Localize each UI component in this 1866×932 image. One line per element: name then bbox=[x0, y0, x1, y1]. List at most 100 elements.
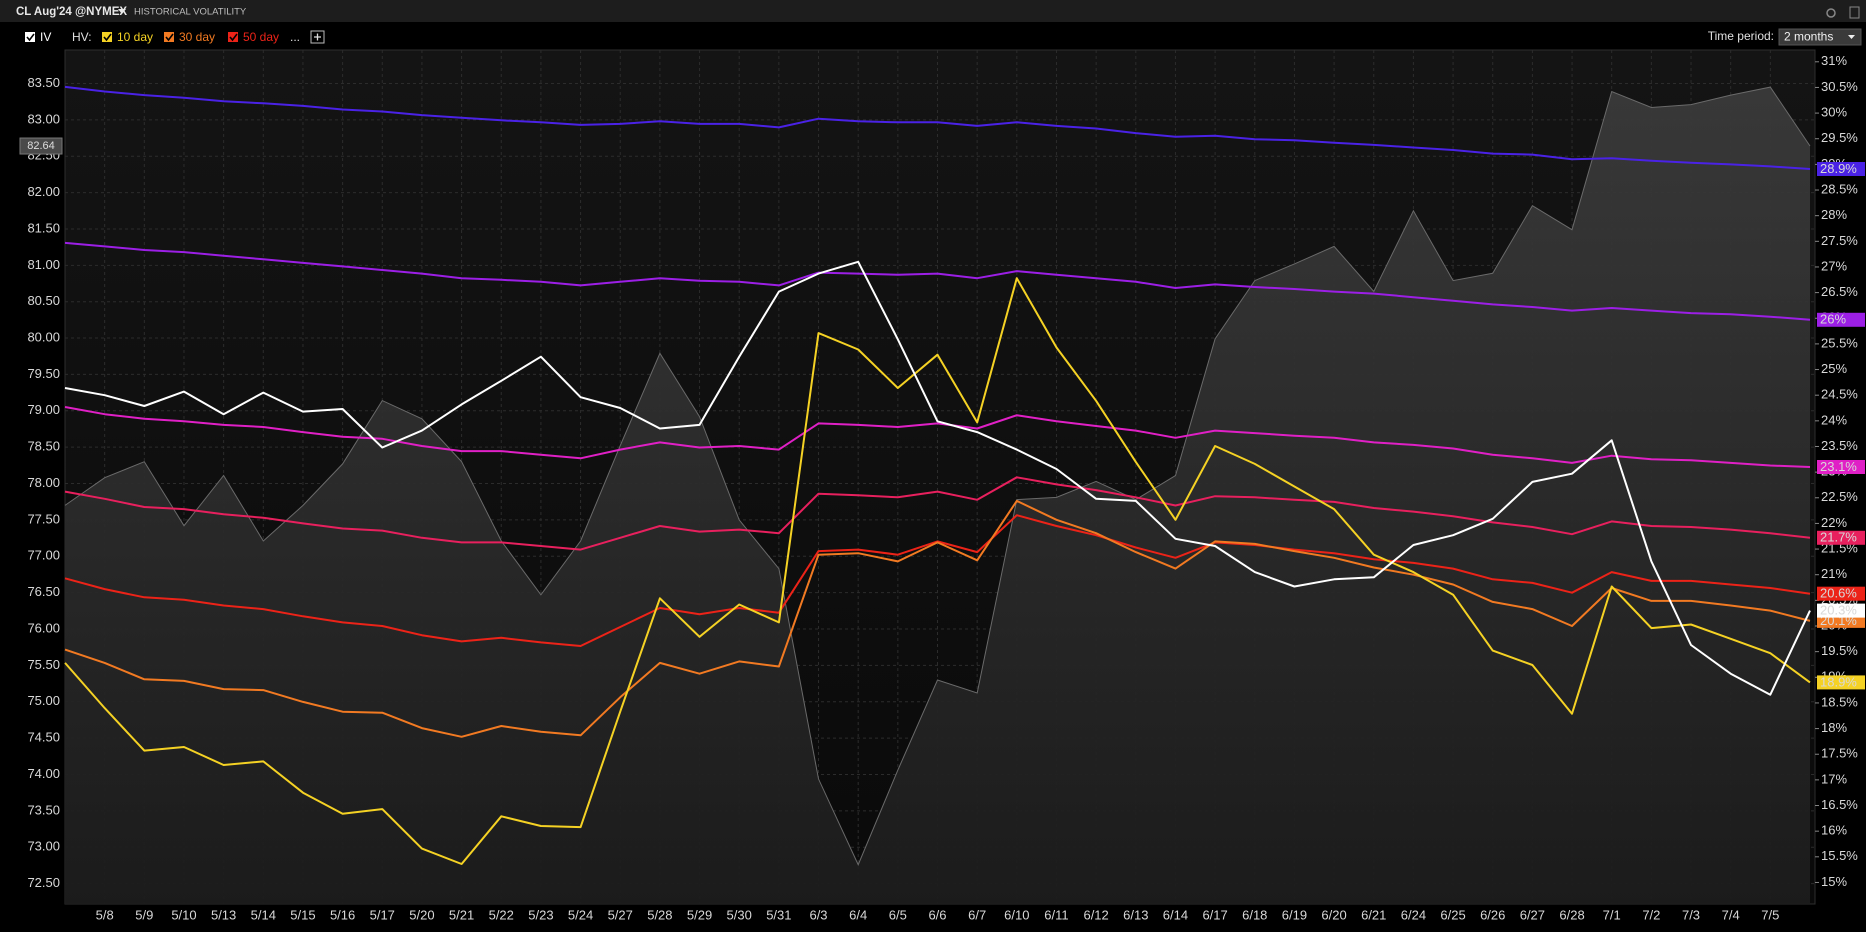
value-tag bbox=[1817, 586, 1865, 601]
x-tick-label: 7/5 bbox=[1761, 907, 1779, 922]
x-tick-label: 6/26 bbox=[1480, 907, 1505, 922]
y-tick-label: 77.50 bbox=[27, 511, 60, 526]
legend-label[interactable]: 50 day bbox=[243, 30, 279, 44]
y-tick-label: 80.00 bbox=[27, 329, 60, 344]
y2-tick-label: 16% bbox=[1821, 823, 1847, 838]
y-tick-label: 77.00 bbox=[27, 548, 60, 563]
price-tag-label: 82.64 bbox=[27, 140, 55, 152]
x-tick-label: 5/17 bbox=[370, 907, 395, 922]
toolbar bbox=[0, 22, 1866, 50]
x-tick-label: 5/28 bbox=[647, 907, 672, 922]
y-tick-label: 73.00 bbox=[27, 839, 60, 854]
x-tick-label: 5/30 bbox=[727, 907, 752, 922]
y2-tick-label: 31% bbox=[1821, 53, 1847, 68]
series-line bbox=[64, 514, 1811, 647]
y-tick-label: 83.00 bbox=[27, 111, 60, 126]
x-tick-label: 7/1 bbox=[1603, 907, 1621, 922]
y2-tick-label: 28.5% bbox=[1821, 181, 1858, 196]
x-tick-label: 6/25 bbox=[1440, 907, 1465, 922]
x-tick-label: 7/2 bbox=[1642, 907, 1660, 922]
legend-label[interactable]: 10 day bbox=[117, 30, 153, 44]
y-tick-label: 78.00 bbox=[27, 475, 60, 490]
x-tick-label: 7/4 bbox=[1722, 907, 1740, 922]
y2-tick-label: 17.5% bbox=[1821, 746, 1858, 761]
y-tick-label: 75.50 bbox=[27, 657, 60, 672]
series-line bbox=[64, 277, 1811, 865]
check-mark bbox=[165, 33, 174, 42]
x-tick-label: 7/3 bbox=[1682, 907, 1700, 922]
legend: IV HV: 10 day 30 day 50 day ... bbox=[25, 30, 325, 44]
y2-tick-label: 23.5% bbox=[1821, 438, 1858, 453]
y2-tick-label: 18.5% bbox=[1821, 694, 1858, 709]
series-line bbox=[64, 499, 1811, 738]
value-tag bbox=[1817, 675, 1865, 690]
x-tick-label: 6/24 bbox=[1401, 907, 1426, 922]
price-area bbox=[65, 87, 1810, 905]
y-tick-label: 73.50 bbox=[27, 802, 60, 817]
check-mark bbox=[103, 33, 112, 42]
y-tick-label: 76.00 bbox=[27, 620, 60, 635]
window-menu-icon[interactable] bbox=[1849, 6, 1860, 19]
x-tick-label: 6/11 bbox=[1044, 907, 1068, 922]
time-period-dropdown[interactable] bbox=[1778, 28, 1862, 46]
y-tick-label: 74.50 bbox=[27, 730, 60, 745]
x-tick-label: 6/6 bbox=[928, 907, 946, 922]
y-tick-label: 82.00 bbox=[27, 184, 60, 199]
value-tag bbox=[1817, 312, 1865, 327]
x-tick-label: 6/10 bbox=[1004, 907, 1029, 922]
y-tick-label: 79.50 bbox=[27, 366, 60, 381]
series-line bbox=[64, 260, 1811, 696]
axis-layer: 5/8 5/9 5/10 5/13 5/14 5/15 5/16 5/17 5/20 5/21 5/… bbox=[19, 53, 1865, 922]
value-tag-label: 20.3% bbox=[1820, 603, 1857, 618]
series-line bbox=[64, 406, 1811, 468]
y-tick-label: 81.00 bbox=[27, 257, 60, 272]
title-dropdown-arrow[interactable] bbox=[118, 9, 126, 14]
y2-tick-label: 17% bbox=[1821, 771, 1847, 786]
more-button[interactable]: ... bbox=[290, 30, 300, 44]
y2-tick-label: 27.5% bbox=[1821, 233, 1858, 248]
y2-tick-label: 15.5% bbox=[1821, 848, 1858, 863]
x-tick-label: 6/18 bbox=[1242, 907, 1267, 922]
add-icon bbox=[314, 33, 321, 41]
y-tick-label: 76.50 bbox=[27, 584, 60, 599]
y-tick-label: 74.00 bbox=[27, 766, 60, 781]
y2-tick-label: 15% bbox=[1821, 874, 1847, 889]
x-tick-label: 5/21 bbox=[449, 907, 474, 922]
x-tick-label: 6/4 bbox=[849, 907, 867, 922]
dropdown-arrow bbox=[1848, 35, 1855, 39]
x-tick-label: 5/13 bbox=[211, 907, 236, 922]
checkbox[interactable] bbox=[228, 32, 238, 42]
add-button[interactable] bbox=[310, 30, 325, 44]
y2-tick-label: 29.5% bbox=[1821, 130, 1858, 145]
value-tag-label: 23.1% bbox=[1820, 459, 1857, 474]
series-line bbox=[64, 476, 1811, 551]
y2-tick-label: 27% bbox=[1821, 258, 1847, 273]
data-layer bbox=[64, 85, 1811, 905]
x-tick-label: 6/14 bbox=[1163, 907, 1188, 922]
legend-label[interactable]: 30 day bbox=[179, 30, 215, 44]
value-tag-label: 21.7% bbox=[1820, 530, 1857, 545]
x-tick-label: 5/14 bbox=[251, 907, 276, 922]
x-tick-label: 6/7 bbox=[968, 907, 986, 922]
series-line bbox=[64, 85, 1811, 170]
x-tick-label: 5/24 bbox=[568, 907, 593, 922]
y-tick-label: 72.50 bbox=[27, 875, 60, 890]
checkbox[interactable] bbox=[102, 32, 112, 42]
settings-icon[interactable] bbox=[1826, 8, 1836, 18]
value-tag bbox=[1817, 459, 1865, 474]
checkbox[interactable] bbox=[25, 32, 35, 42]
time-period-label: Time period: bbox=[1708, 29, 1774, 43]
time-period-value[interactable]: 2 months bbox=[1784, 30, 1833, 44]
x-tick-label: 6/19 bbox=[1282, 907, 1307, 922]
y2-tick-label: 24% bbox=[1821, 412, 1847, 427]
x-tick-label: 5/8 bbox=[96, 907, 114, 922]
window-title[interactable]: CL Aug'24 @NYMEX bbox=[16, 6, 127, 18]
legend-label[interactable]: IV bbox=[40, 30, 51, 44]
y2-tick-label: 24.5% bbox=[1821, 387, 1858, 402]
y-tick-label: 78.50 bbox=[27, 439, 60, 454]
checkbox[interactable] bbox=[164, 32, 174, 42]
y2-tick-label: 25% bbox=[1821, 361, 1847, 376]
